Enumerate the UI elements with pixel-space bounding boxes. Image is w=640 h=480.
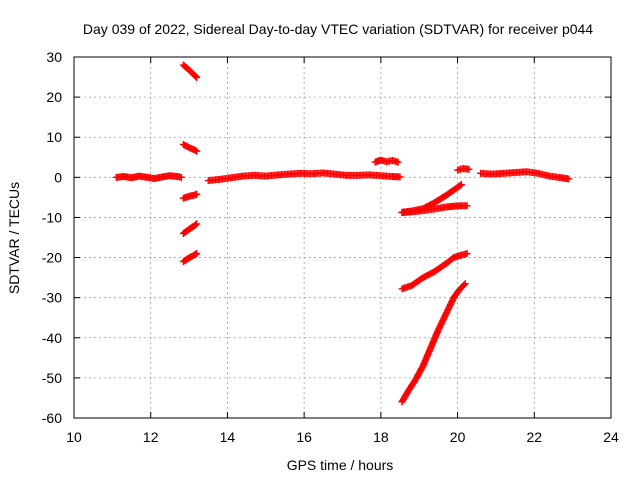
data-series [179,61,201,81]
data-point [463,250,471,258]
y-tick-label: 30 [46,49,62,65]
x-tick-label: 12 [143,429,159,445]
data-point [193,250,201,258]
data-point [192,221,200,229]
data-series [454,165,473,174]
y-tick-label: -30 [42,290,62,306]
data-series [179,140,201,155]
data-series [112,172,185,183]
data-point [565,175,573,183]
data-point [465,165,473,173]
data-point [460,281,468,289]
x-tick-label: 22 [526,429,542,445]
grid [74,57,611,418]
data-point [193,190,201,198]
data-point [461,280,469,288]
data-point [193,147,201,155]
x-tick-label: 14 [220,429,236,445]
plot-frame [73,56,612,419]
data-point [193,73,201,81]
data-point [192,72,200,80]
data-point [396,173,404,181]
data-point [463,202,471,210]
y-tick-label: -20 [42,250,62,266]
data-series [398,250,471,293]
y-tick-label: -50 [42,370,62,386]
data-series [179,220,201,237]
data-series [477,168,573,183]
data-point [456,181,464,189]
x-tick-label: 10 [66,429,82,445]
ticks: 10 12 14 16 18 20 22 24 -60 -50 -40 -30 -20 -10 0 10 20 3… [42,49,619,445]
y-axis-label: SDTVAR / TECUs [6,182,22,294]
data-points [112,61,573,406]
data-point [457,181,465,189]
data-series [371,156,402,166]
y-tick-label: 10 [46,129,62,145]
data-series [398,280,469,406]
y-tick-label: -10 [42,209,62,225]
data-series [179,190,201,202]
data-series [204,169,404,185]
y-tick-label: -60 [42,410,62,426]
data-point [394,158,402,166]
chart-title: Day 039 of 2022, Sidereal Day-to-day VTE… [83,21,593,37]
data-point [193,220,201,228]
data-point [177,173,185,181]
x-tick-label: 24 [603,429,619,445]
x-tick-label: 16 [296,429,312,445]
y-tick-label: 0 [54,169,62,185]
x-axis-label: GPS time / hours [287,457,394,473]
x-tick-label: 20 [450,429,466,445]
data-series [398,202,471,217]
y-tick-label: -40 [42,330,62,346]
x-tick-label: 18 [373,429,389,445]
y-tick-label: 20 [46,89,62,105]
data-series [179,250,201,266]
